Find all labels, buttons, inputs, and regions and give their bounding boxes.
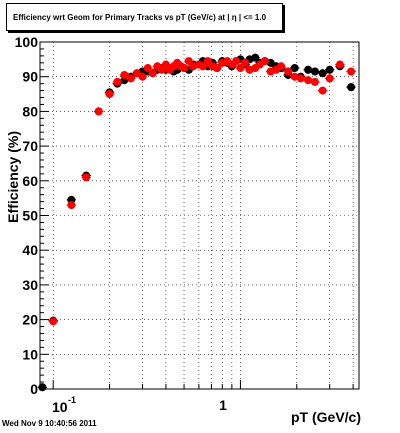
data-point xyxy=(347,67,356,76)
y-tick-label: 50 xyxy=(22,208,38,224)
y-tick-label: 100 xyxy=(15,34,39,50)
data-point xyxy=(325,65,334,74)
x-axis-label: pT (GeV/c) xyxy=(291,409,361,425)
data-point xyxy=(203,57,212,66)
data-point xyxy=(290,64,299,73)
data-point xyxy=(148,69,157,78)
x-tick-label-1e-1: 10 -1 xyxy=(52,395,76,415)
y-tick-label: 70 xyxy=(22,138,38,154)
data-point xyxy=(213,64,222,73)
data-point xyxy=(310,77,319,86)
plot-frame xyxy=(39,41,360,390)
data-point xyxy=(241,58,250,67)
timestamp: Wed Nov 9 10:40:56 2011 xyxy=(2,419,97,428)
chart-title: Efficiency wrt Geom for Primary Tracks v… xyxy=(6,3,283,31)
data-point xyxy=(236,64,245,73)
y-tick-label: 10 xyxy=(22,346,38,362)
data-point xyxy=(82,173,91,182)
axis-ticks xyxy=(40,41,354,390)
data-point xyxy=(325,74,334,83)
data-point xyxy=(113,77,122,86)
data-point xyxy=(138,72,147,81)
x-tick-label-1: 1 xyxy=(219,397,227,413)
data-point xyxy=(126,74,135,83)
y-tick-label: 0 xyxy=(30,381,38,397)
data-point xyxy=(94,107,103,116)
y-tick-labels: 0 10 20 30 40 50 60 70 80 90 100 xyxy=(15,34,39,397)
data-point xyxy=(277,62,286,71)
data-point xyxy=(184,57,193,66)
data-point xyxy=(105,90,114,99)
series-1 xyxy=(48,57,356,326)
data-point xyxy=(67,201,76,210)
data-point xyxy=(120,70,129,79)
data-point xyxy=(284,67,293,76)
data-point xyxy=(296,74,305,83)
y-tick-label: 80 xyxy=(22,103,38,119)
data-point xyxy=(251,53,260,62)
series-0 xyxy=(37,53,356,392)
series-layer xyxy=(37,53,356,392)
data-point xyxy=(310,67,319,76)
data-point xyxy=(347,83,356,92)
data-point xyxy=(38,383,47,392)
x-tick-base: 10 xyxy=(52,399,68,415)
data-point xyxy=(335,60,344,69)
data-point xyxy=(232,57,241,66)
data-point xyxy=(318,69,327,78)
data-point xyxy=(260,57,269,66)
grid-lines xyxy=(40,42,359,389)
data-point xyxy=(304,65,313,74)
y-tick-label: 60 xyxy=(22,173,38,189)
y-axis-label: Efficiency (%) xyxy=(5,131,21,223)
data-point xyxy=(180,64,189,73)
y-tick-label: 90 xyxy=(22,69,38,85)
y-tick-label: 20 xyxy=(22,312,38,328)
data-point xyxy=(143,64,152,73)
data-point xyxy=(198,62,207,71)
y-tick-label: 30 xyxy=(22,277,38,293)
data-point xyxy=(49,317,58,326)
x-tick-exponent: -1 xyxy=(68,395,76,405)
y-tick-label: 40 xyxy=(22,242,38,258)
data-point xyxy=(318,86,327,95)
data-point xyxy=(304,76,313,85)
